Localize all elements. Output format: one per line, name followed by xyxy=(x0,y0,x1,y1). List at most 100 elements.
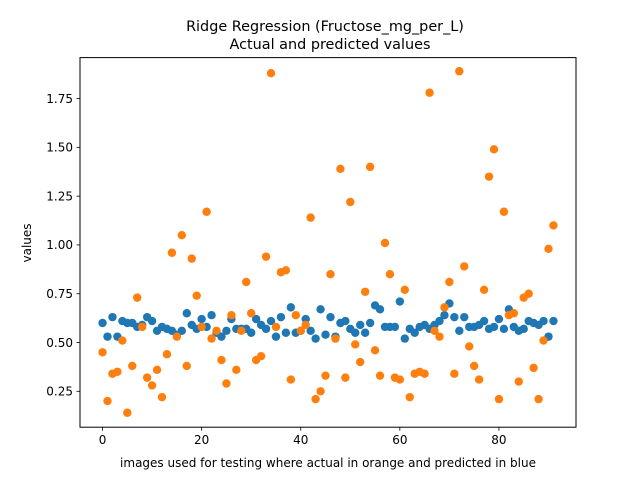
x-tick-label: 0 xyxy=(99,433,107,447)
actual-point xyxy=(142,373,152,382)
actual-point xyxy=(291,310,300,320)
actual-point xyxy=(544,244,553,254)
predicted-point xyxy=(321,330,330,339)
actual-point xyxy=(202,207,211,216)
x-tick-label: 40 xyxy=(293,433,308,447)
y-tick-label: 0.50 xyxy=(46,336,73,350)
actual-point xyxy=(509,309,519,318)
actual-point xyxy=(118,336,127,345)
actual-point xyxy=(360,287,370,296)
predicted-point xyxy=(108,312,117,322)
actual-point xyxy=(385,270,395,279)
actual-point xyxy=(197,322,206,332)
predicted-point xyxy=(182,309,191,318)
x-tick-label: 60 xyxy=(392,433,407,447)
predicted-point xyxy=(276,312,286,322)
predicted-point xyxy=(479,316,489,326)
actual-point xyxy=(474,375,484,384)
actual-point xyxy=(465,342,474,351)
actual-point xyxy=(405,392,414,402)
actual-point xyxy=(326,270,335,279)
predicted-point xyxy=(400,334,409,343)
predicted-point xyxy=(365,318,375,328)
actual-point xyxy=(187,254,196,263)
predicted-point xyxy=(450,312,459,322)
actual-point xyxy=(237,326,246,335)
predicted-point xyxy=(261,324,271,334)
actual-point xyxy=(247,309,256,318)
predicted-point xyxy=(286,303,296,312)
actual-point xyxy=(460,262,469,271)
actual-point xyxy=(162,350,172,359)
predicted-point xyxy=(549,316,558,326)
predicted-point xyxy=(271,332,281,341)
predicted-point xyxy=(435,316,444,326)
y-tick-label: 0.75 xyxy=(46,287,73,301)
actual-point xyxy=(425,88,434,97)
actual-point xyxy=(370,346,380,355)
actual-point xyxy=(242,277,251,287)
actual-point xyxy=(420,369,429,378)
actual-point xyxy=(192,291,201,300)
actual-point xyxy=(430,326,439,335)
predicted-point xyxy=(375,305,385,314)
actual-point xyxy=(147,381,157,390)
actual-point xyxy=(499,207,509,216)
actual-point xyxy=(336,164,345,174)
actual-point xyxy=(351,340,360,349)
plot-frame xyxy=(79,57,577,428)
actual-point xyxy=(232,365,241,375)
predicted-point xyxy=(301,314,310,324)
predicted-point xyxy=(217,332,226,341)
actual-point xyxy=(301,320,310,330)
predicted-point xyxy=(539,316,548,326)
actual-point xyxy=(395,375,405,384)
predicted-point xyxy=(440,310,449,320)
actual-point xyxy=(539,336,548,345)
actual-point xyxy=(222,379,231,388)
actual-point xyxy=(133,293,142,302)
predicted-point xyxy=(147,316,157,326)
y-tick-label: 1.50 xyxy=(46,141,73,155)
predicted-point xyxy=(316,305,325,314)
actual-point xyxy=(331,334,340,343)
points-layer xyxy=(98,67,558,417)
actual-point xyxy=(321,371,330,380)
actual-point xyxy=(346,197,355,207)
actual-point xyxy=(380,238,390,248)
actual-point xyxy=(529,363,538,373)
y-tick-label: 1.75 xyxy=(46,92,73,106)
predicted-point xyxy=(222,326,231,335)
actual-point xyxy=(123,408,132,417)
actual-point xyxy=(365,162,375,172)
actual-point xyxy=(445,277,454,287)
actual-point xyxy=(137,322,147,332)
actual-point xyxy=(311,394,320,404)
actual-point xyxy=(152,365,162,375)
actual-point xyxy=(435,332,444,341)
predicted-point xyxy=(390,322,400,332)
predicted-point xyxy=(494,314,504,324)
actual-point xyxy=(207,334,216,343)
actual-point xyxy=(177,230,187,240)
predicted-point xyxy=(177,326,187,335)
predicted-point xyxy=(395,297,405,306)
actual-point xyxy=(296,326,305,335)
actual-point xyxy=(306,213,315,222)
y-axis-label: values xyxy=(20,223,34,262)
actual-point xyxy=(256,351,266,361)
y-tick-label: 1.00 xyxy=(46,238,73,252)
predicted-point xyxy=(247,328,256,337)
actual-point xyxy=(494,394,504,404)
predicted-point xyxy=(410,328,419,337)
predicted-point xyxy=(356,320,365,330)
actual-point xyxy=(182,361,191,371)
predicted-point xyxy=(306,326,315,335)
predicted-point xyxy=(266,316,276,326)
predicted-point xyxy=(351,328,360,337)
actual-point xyxy=(281,266,291,275)
actual-point xyxy=(469,361,479,371)
predicted-point xyxy=(460,312,469,322)
predicted-point xyxy=(326,312,335,322)
